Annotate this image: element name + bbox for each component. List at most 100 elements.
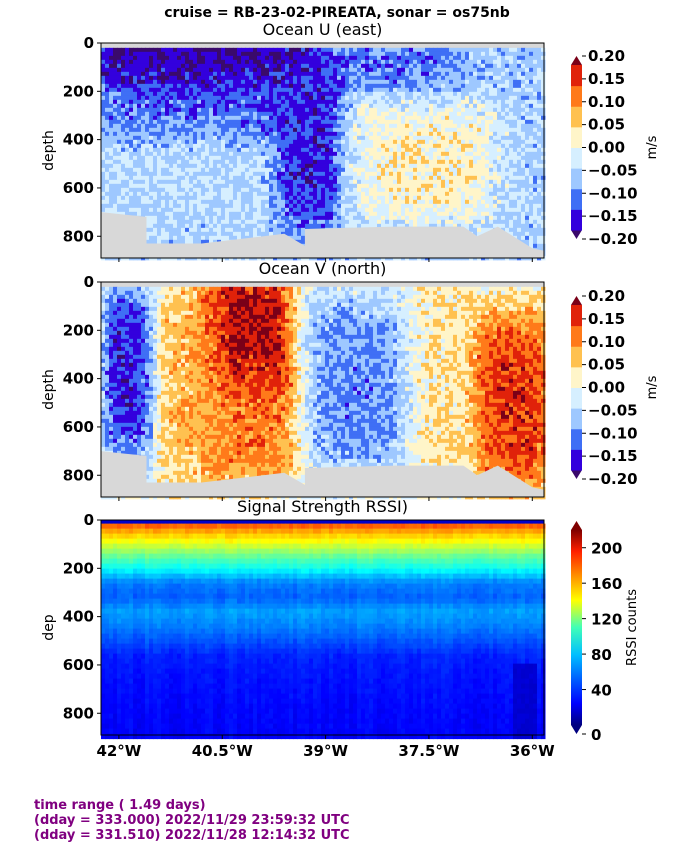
heatmap-cell — [233, 175, 238, 181]
heatmap-cell — [153, 211, 158, 217]
heatmap-cell — [213, 203, 218, 209]
heatmap-cell — [469, 163, 474, 169]
heatmap-cell — [229, 83, 234, 89]
heatmap-cell — [221, 191, 226, 197]
heatmap-cell — [313, 63, 318, 69]
heatmap-cell — [133, 151, 138, 157]
heatmap-cell — [333, 111, 338, 117]
heatmap-cell — [161, 179, 166, 185]
heatmap-cell — [193, 143, 198, 149]
heatmap-cell — [273, 55, 278, 61]
heatmap-cell — [301, 235, 306, 241]
heatmap-cell — [145, 139, 150, 145]
heatmap-cell — [305, 211, 310, 217]
heatmap-cell — [401, 143, 406, 149]
heatmap-cell — [449, 167, 454, 173]
heatmap-cell — [469, 59, 474, 65]
heatmap-cell — [101, 167, 106, 173]
heatmap-cell — [441, 211, 446, 217]
heatmap-cell — [133, 99, 138, 105]
heatmap-cell — [109, 95, 114, 101]
heatmap-cell — [433, 55, 438, 61]
heatmap-cell — [297, 183, 302, 189]
heatmap-cell — [281, 83, 286, 89]
heatmap-cell — [193, 211, 198, 217]
heatmap-cell — [457, 55, 462, 61]
heatmap-cell — [357, 223, 362, 229]
heatmap-cell — [281, 123, 286, 129]
heatmap-cell — [137, 95, 142, 101]
heatmap-cell — [157, 115, 162, 121]
heatmap-cell — [353, 115, 358, 121]
heatmap-cell — [317, 95, 322, 101]
heatmap-cell — [285, 207, 290, 213]
heatmap-cell — [149, 55, 154, 61]
heatmap-cell — [285, 151, 290, 157]
heatmap-cell — [201, 143, 206, 149]
heatmap-cell — [453, 115, 458, 121]
heatmap-cell — [281, 103, 286, 109]
heatmap-cell — [453, 215, 458, 221]
heatmap-cell — [225, 191, 230, 197]
heatmap-cell — [201, 71, 206, 77]
heatmap-cell — [181, 95, 186, 101]
heatmap-cell — [161, 67, 166, 73]
heatmap-cell — [381, 159, 386, 165]
heatmap-cell — [237, 231, 242, 237]
heatmap-cell — [257, 67, 262, 73]
heatmap-cell — [213, 63, 218, 69]
heatmap-cell — [141, 211, 146, 217]
heatmap-cell — [461, 223, 466, 229]
heatmap-cell — [361, 95, 366, 101]
heatmap-cell — [193, 95, 198, 101]
heatmap-cell — [189, 215, 194, 221]
heatmap-cell — [229, 159, 234, 165]
heatmap-cell — [169, 71, 174, 77]
heatmap-cell — [365, 75, 370, 81]
heatmap-cell — [297, 235, 302, 241]
heatmap-cell — [197, 183, 202, 189]
heatmap-cell — [133, 87, 138, 93]
heatmap-cell — [433, 183, 438, 189]
heatmap-cell — [317, 67, 322, 73]
heatmap-cell — [197, 215, 202, 221]
heatmap-cell — [145, 207, 150, 213]
heatmap-cell — [149, 207, 154, 213]
heatmap-cell — [377, 139, 382, 145]
heatmap-cell — [253, 191, 258, 197]
heatmap-cell — [293, 235, 298, 241]
heatmap-cell — [405, 123, 410, 129]
heatmap-cell — [473, 187, 478, 193]
heatmap-cell — [393, 143, 398, 149]
heatmap-cell — [437, 123, 442, 129]
heatmap-cell — [469, 179, 474, 185]
heatmap-cell — [141, 143, 146, 149]
heatmap-cell — [173, 179, 178, 185]
heatmap-cell — [381, 91, 386, 97]
heatmap-cell — [149, 71, 154, 77]
heatmap-cell — [221, 111, 226, 117]
heatmap-cell — [361, 183, 366, 189]
heatmap-cell — [349, 123, 354, 129]
heatmap-cell — [421, 167, 426, 173]
heatmap-cell — [401, 47, 406, 53]
heatmap-cell — [257, 71, 262, 77]
heatmap-cell — [425, 75, 430, 81]
heatmap-cell — [213, 103, 218, 109]
heatmap-cell — [409, 51, 414, 57]
heatmap-cell — [341, 219, 346, 225]
heatmap-cell — [389, 139, 394, 145]
heatmap-cell — [265, 147, 270, 153]
heatmap-cell — [161, 91, 166, 97]
heatmap-cell — [137, 159, 142, 165]
heatmap-cell — [213, 131, 218, 137]
heatmap-cell — [109, 171, 114, 177]
heatmap-cell — [321, 67, 326, 73]
heatmap-cell — [229, 119, 234, 125]
heatmap-cell — [345, 67, 350, 73]
heatmap-cell — [137, 103, 142, 109]
heatmap-cell — [173, 155, 178, 161]
heatmap-cell — [273, 231, 278, 237]
heatmap-cell — [193, 63, 198, 69]
heatmap-cell — [285, 127, 290, 133]
